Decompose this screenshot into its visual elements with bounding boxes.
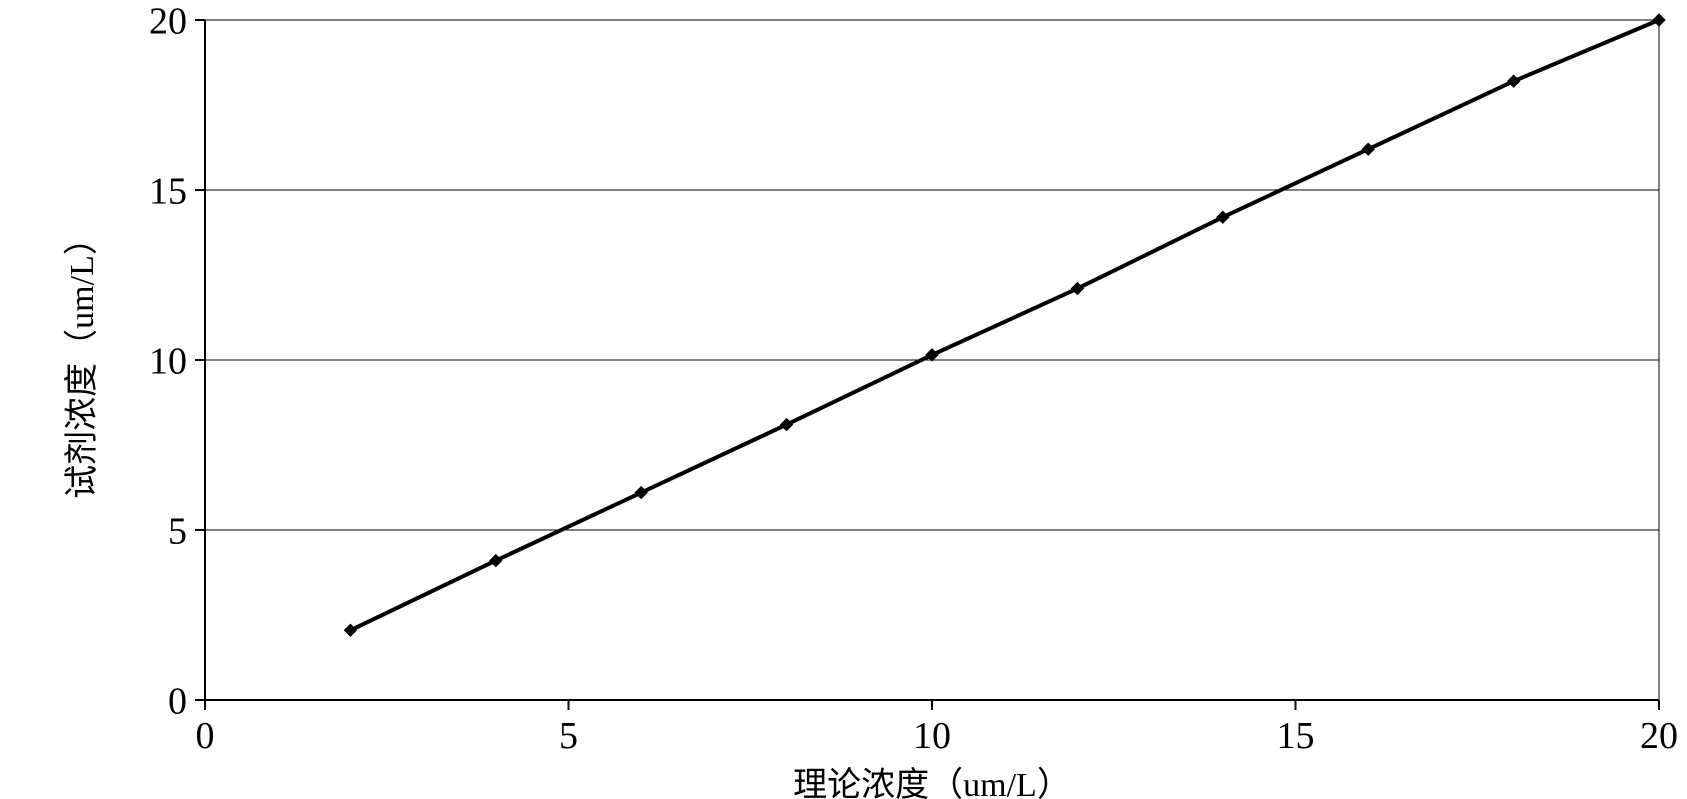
chart-container: 0 5 10 15 20 0 5 10 15 20 理论浓度（um/L） 试剂浓度（um/L）: [0, 0, 1687, 799]
svg-text:5: 5: [559, 715, 578, 757]
svg-text:20: 20: [149, 0, 187, 42]
svg-text:20: 20: [1640, 715, 1678, 757]
svg-text:10: 10: [149, 340, 187, 382]
y-axis-label: 试剂浓度（um/L）: [63, 221, 101, 499]
svg-text:10: 10: [913, 715, 951, 757]
svg-text:0: 0: [168, 680, 187, 722]
svg-text:15: 15: [149, 170, 187, 212]
x-axis-label: 理论浓度（um/L）: [793, 766, 1071, 799]
svg-text:0: 0: [196, 715, 215, 757]
line-chart: 0 5 10 15 20 0 5 10 15 20 理论浓度（um/L） 试剂浓度（um/L）: [0, 0, 1687, 799]
svg-text:15: 15: [1277, 715, 1315, 757]
svg-text:5: 5: [168, 510, 187, 552]
